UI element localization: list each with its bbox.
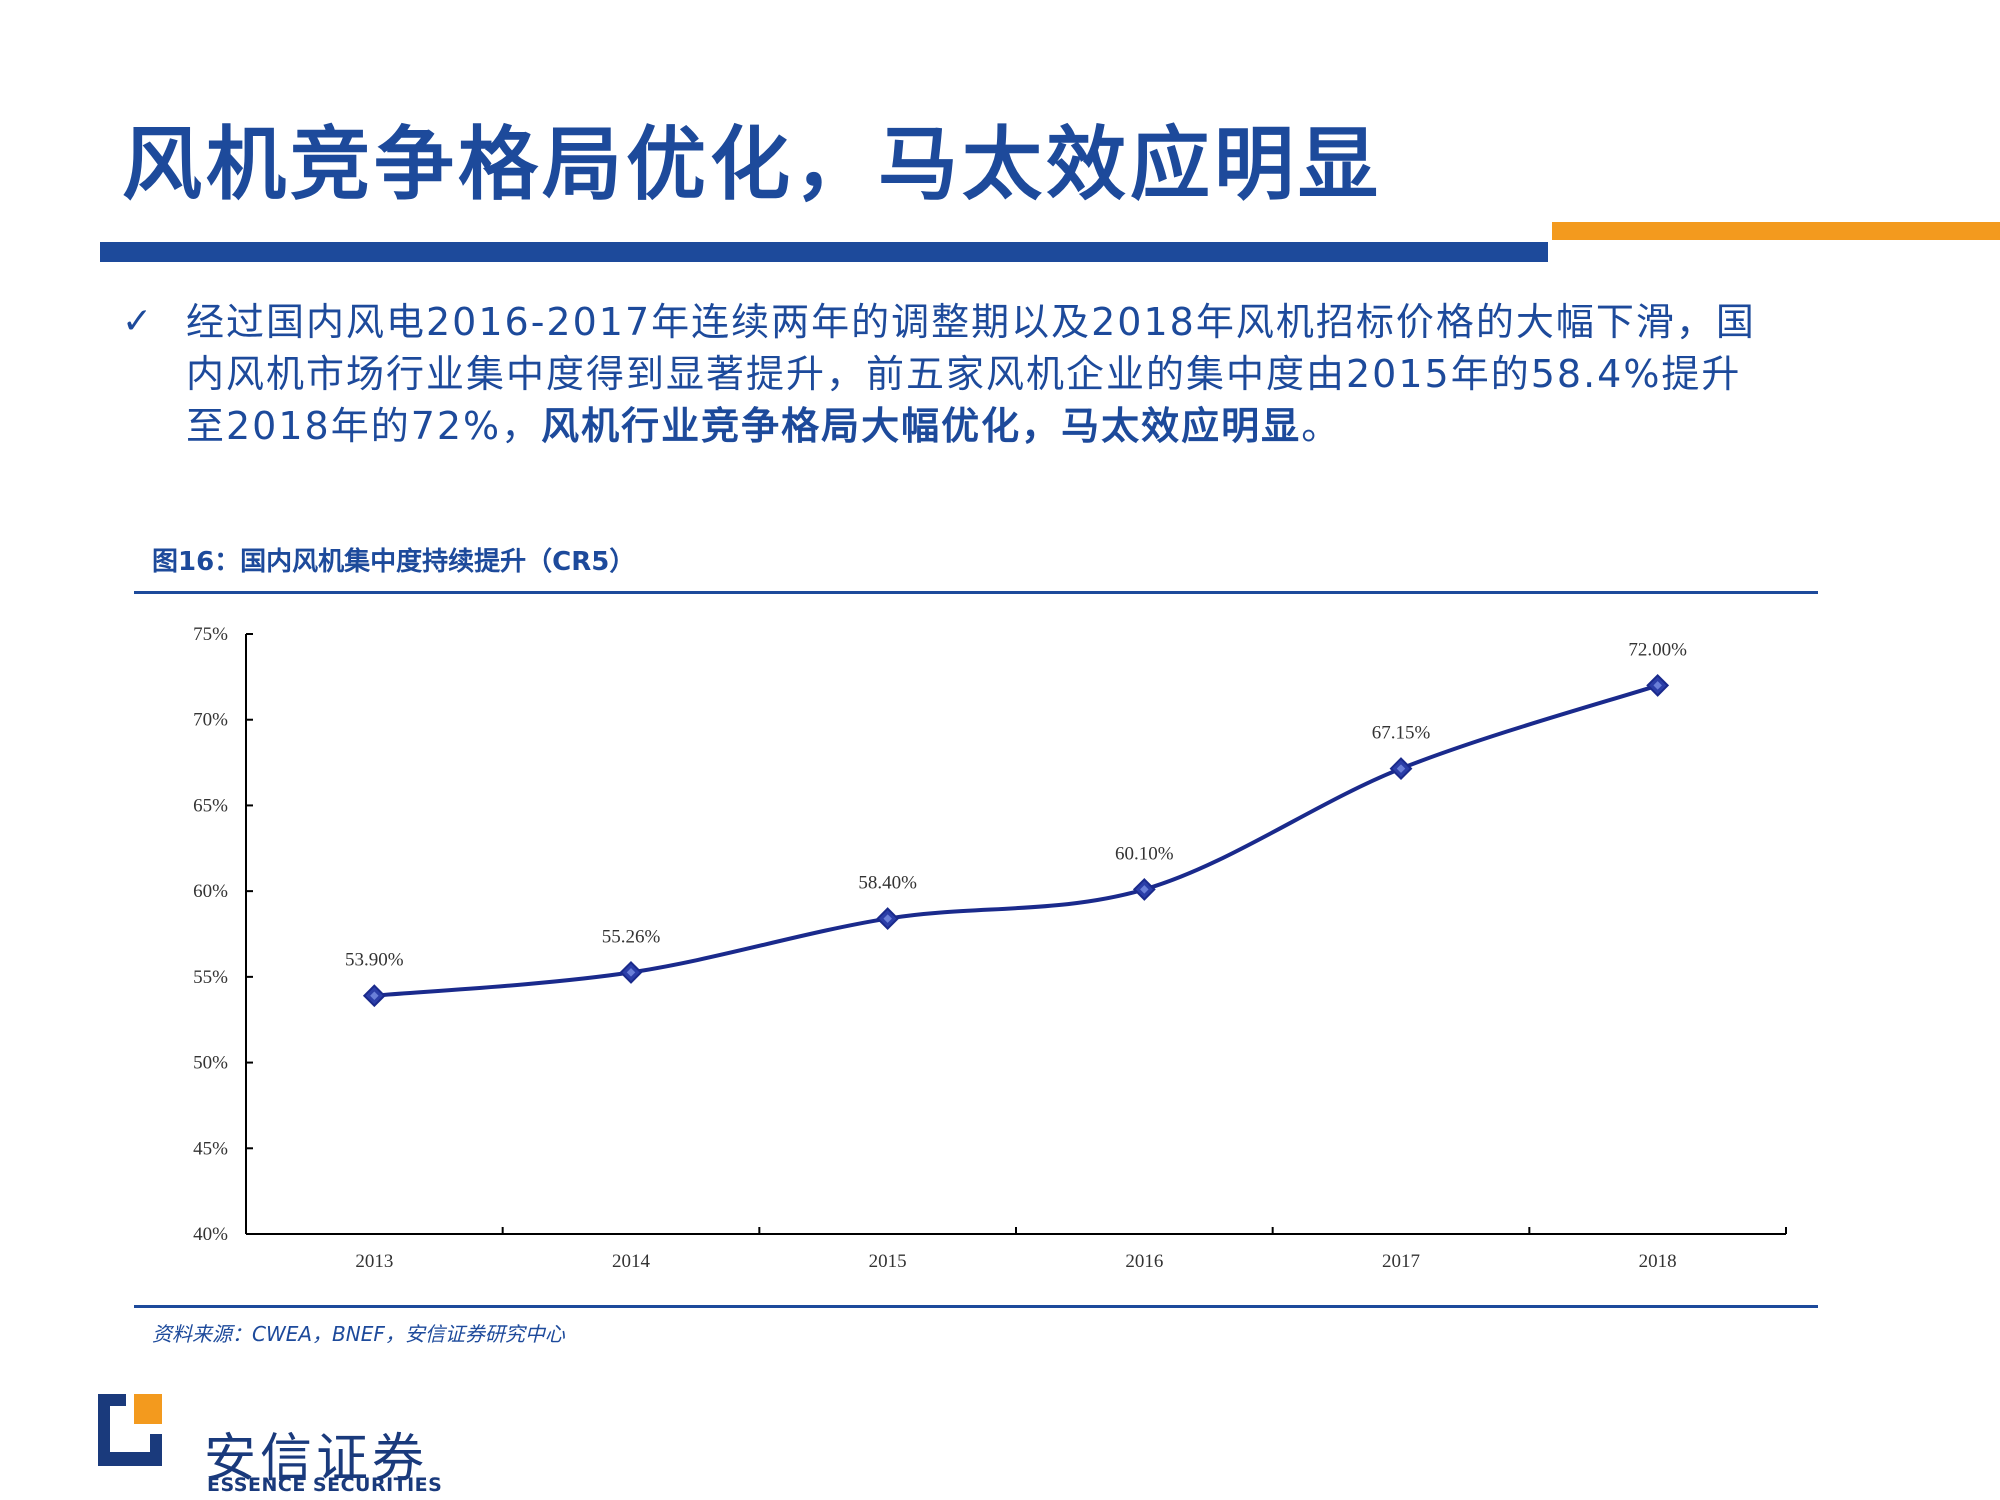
- figure-top-rule: [134, 591, 1818, 594]
- bullet-line-2: 内风机市场行业集中度得到显著提升，前五家风机企业的集中度由2015年的58.4%…: [186, 352, 1742, 396]
- x-tick-label: 2013: [355, 1251, 393, 1272]
- data-point-marker-highlight: [1140, 885, 1149, 894]
- y-tick-label: 60%: [193, 881, 228, 902]
- essence-logo-icon: [98, 1394, 162, 1466]
- cr5-line-chart: 40% 45% 50% 55% 60% 65% 70% 75% 2013 2014 2015 2016…: [193, 624, 1787, 1272]
- source-note: 资料来源：CWEA，BNEF，安信证券研究中心: [152, 1322, 565, 1346]
- title-underline-orange: [1552, 222, 2000, 240]
- slide-title: 风机竞争格局优化，马太效应明显: [122, 117, 1382, 211]
- data-label: 67.15%: [1372, 723, 1431, 744]
- y-tick-label: 45%: [193, 1138, 228, 1159]
- y-tick-label: 50%: [193, 1053, 228, 1074]
- y-tick-label: 40%: [193, 1224, 228, 1245]
- check-icon: ✓: [122, 301, 153, 342]
- x-tick-label: 2016: [1125, 1251, 1163, 1272]
- bullet-line-3-end: 。: [1301, 404, 1342, 448]
- data-point-marker-highlight: [626, 968, 636, 977]
- bullet-line-3-normal: 至2018年的72%，: [186, 404, 542, 448]
- figure-caption: 图16：国内风机集中度持续提升（CR5）: [152, 547, 636, 577]
- y-tick-label: 70%: [193, 710, 228, 731]
- x-tick-label: 2017: [1382, 1251, 1420, 1272]
- data-label: 58.40%: [858, 873, 917, 894]
- data-label: 60.10%: [1115, 843, 1174, 864]
- logo-text-en: ESSENCE SECURITIES: [207, 1474, 443, 1496]
- bullet-line-3-bold: 风机行业竞争格局大幅优化，马太效应明显: [541, 404, 1302, 448]
- x-tick-label: 2018: [1639, 1251, 1677, 1272]
- title-underline-blue: [100, 242, 1548, 262]
- bullet-line-3: 至2018年的72%，风机行业竞争格局大幅优化，马太效应明显。: [186, 400, 1986, 452]
- y-tick-label: 75%: [193, 624, 228, 645]
- data-label: 53.90%: [345, 950, 404, 971]
- x-tick-label: 2014: [612, 1251, 651, 1272]
- x-tick-label: 2015: [869, 1251, 907, 1272]
- bullet-text: 经过国内风电2016-2017年连续两年的调整期以及2018年风机招标价格的大幅…: [186, 296, 1986, 452]
- logo-text-cn: 安信证券: [204, 1429, 429, 1489]
- figure-bottom-rule: [134, 1305, 1818, 1308]
- data-point-marker-highlight: [883, 914, 892, 923]
- data-label: 55.26%: [602, 926, 661, 947]
- data-label: 72.00%: [1628, 639, 1687, 660]
- bullet-line-1: 经过国内风电2016-2017年连续两年的调整期以及2018年风机招标价格的大幅…: [186, 300, 1756, 344]
- series-line: [374, 683, 1659, 998]
- y-tick-label: 55%: [193, 967, 228, 988]
- y-tick-label: 65%: [193, 795, 228, 816]
